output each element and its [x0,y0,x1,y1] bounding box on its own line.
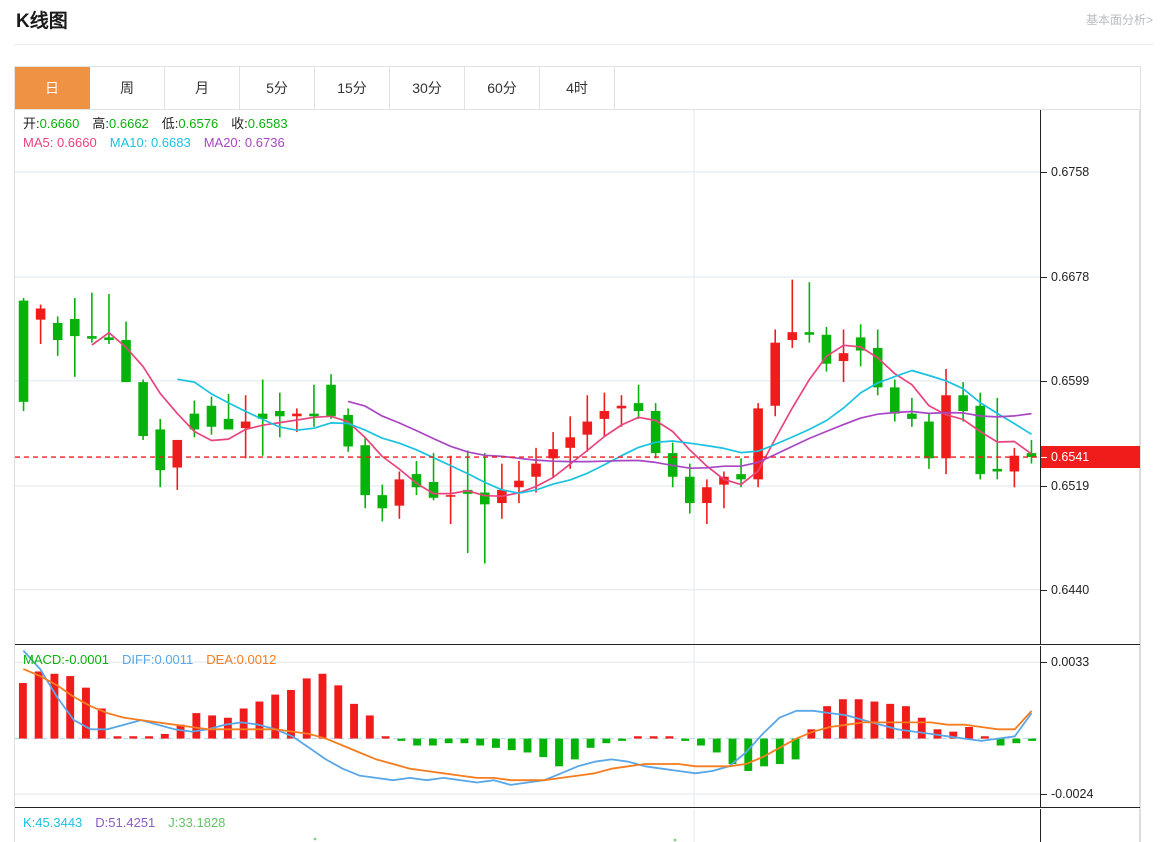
kdj-d-label: D: [95,815,109,830]
price-axis-tick [1041,485,1047,487]
kdj-d-value: 51.4251 [108,815,156,830]
current-price-tick [1041,457,1047,459]
price-panel: 开:0.6660 高:0.6662 低:0.6576 收:0.6583 MA5: 0.… [15,110,1140,645]
tab-label: 60分 [487,80,517,96]
tab-3[interactable]: 5分 [240,67,315,109]
dea-label: DEA: [206,652,237,667]
tab-label: 日 [45,80,59,96]
tab-label: 4时 [566,80,588,96]
tab-label: 月 [195,80,209,96]
kdj-axis [1040,809,1140,842]
price-axis-tick [1041,589,1047,591]
kdj-j-label: J: [168,815,179,830]
macd-axis-label: -0.0024 [1051,787,1094,802]
close-label: 收: [231,116,248,131]
tab-label: 周 [120,80,134,96]
tab-5[interactable]: 30分 [390,67,465,109]
price-axis-tick [1041,171,1047,173]
macd-plot-area[interactable] [15,646,1040,807]
macd-axis-right-border [1139,646,1140,807]
price-axis-label: 0.6758 [1051,164,1090,179]
macd-svg [15,646,1040,807]
tabbar-filler [615,67,1140,109]
kdj-svg [313,809,695,842]
tab-label: 30分 [412,80,442,96]
kdj-j-value: 33.1828 [178,815,226,830]
macd-axis-label: 0.0033 [1051,655,1090,670]
tab-2[interactable]: 月 [165,67,240,109]
tab-7[interactable]: 4时 [540,67,615,109]
kdj-axis-right-border [1139,809,1140,842]
kdj-legend: K:45.3443 D:51.4251 J:33.1828 [23,813,238,832]
ohlc-legend-row: 开:0.6660 高:0.6662 低:0.6576 收:0.6583 [23,114,301,133]
price-axis-right-border [1139,110,1140,644]
tab-1[interactable]: 周 [90,67,165,109]
ma20-label: MA20: [203,135,242,150]
header-divider [14,44,1153,45]
dea-value: 0.0012 [236,652,277,667]
page-header: K线图 基本面分析> [0,0,1167,45]
close-value: 0.6583 [247,116,288,131]
price-axis-label: 0.6440 [1051,582,1090,597]
price-plot-area[interactable] [15,110,1040,644]
price-axis: 0.6758 0.6678 0.6599 0.6519 0.6440 0.6541 [1040,110,1140,644]
page-title: K线图 [16,11,68,32]
open-label: 开: [23,116,40,131]
price-axis-tick [1041,276,1047,278]
tab-0[interactable]: 日 [15,67,90,109]
low-value: 0.6576 [178,116,219,131]
tab-label: 15分 [337,80,367,96]
macd-value: -0.0001 [64,652,109,667]
macd-axis: 0.0033 -0.0024 [1040,646,1140,807]
price-axis-label: 0.6599 [1051,373,1090,388]
ma5-value: 0.6660 [56,135,97,150]
kdj-plot-area[interactable] [15,809,1040,842]
open-value: 0.6660 [39,116,80,131]
current-price-value: 0.6541 [1051,450,1090,465]
high-value: 0.6662 [109,116,149,131]
ma5-label: MA5: [23,135,54,150]
tab-4[interactable]: 15分 [315,67,390,109]
tab-6[interactable]: 60分 [465,67,540,109]
kdj-panel: K:45.3443 D:51.4251 J:33.1828 [15,809,1140,842]
ma-legend-row: MA5: 0.6660 MA10: 0.6683 MA20: 0.6736 [23,133,301,152]
macd-legend: MACD:-0.0001 DIFF:0.0011 DEA:0.0012 [23,650,289,669]
high-label: 高: [92,116,110,131]
ma10-value: 0.6683 [150,135,191,150]
price-axis-label: 0.6519 [1051,478,1090,493]
timeframe-tabbar: 日 周 月 5分 15分 30分 60分 4时 [14,66,1141,110]
ma10-label: MA10: [109,135,148,150]
kdj-k-label: K: [23,815,36,830]
price-axis-label: 0.6678 [1051,269,1090,284]
current-price-badge: 0.6541 [1041,446,1140,469]
kdj-k-value: 45.3443 [35,815,83,830]
macd-axis-tick [1041,794,1047,796]
diff-value: 0.0011 [154,652,194,667]
macd-label: MACD: [23,652,65,667]
ma20-value: 0.6736 [244,135,285,150]
diff-label: DIFF: [121,652,155,667]
low-label: 低: [161,116,179,131]
chart-container: 开:0.6660 高:0.6662 低:0.6576 收:0.6583 MA5: 0.… [14,110,1141,842]
candlestick-svg [15,110,1040,644]
fundamental-analysis-link[interactable]: 基本面分析> [1085,13,1153,27]
price-legend: 开:0.6660 高:0.6662 低:0.6576 收:0.6583 MA5: 0.… [23,114,301,152]
price-axis-tick [1041,380,1047,382]
tab-label: 5分 [266,80,288,96]
macd-axis-tick [1041,662,1047,664]
macd-panel: MACD:-0.0001 DIFF:0.0011 DEA:0.0012 0.0033… [15,646,1140,808]
